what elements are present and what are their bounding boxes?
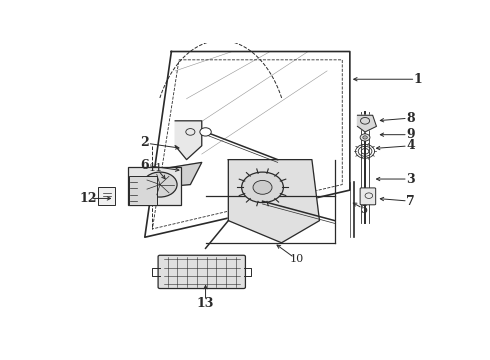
- FancyBboxPatch shape: [98, 187, 115, 204]
- Polygon shape: [358, 115, 376, 132]
- Text: 11: 11: [149, 163, 163, 173]
- Circle shape: [242, 172, 283, 203]
- Polygon shape: [145, 51, 350, 237]
- FancyBboxPatch shape: [128, 167, 181, 205]
- Polygon shape: [175, 121, 202, 159]
- Circle shape: [253, 180, 272, 194]
- Circle shape: [143, 172, 177, 197]
- Text: 13: 13: [197, 297, 214, 310]
- Text: 2: 2: [141, 136, 149, 149]
- FancyBboxPatch shape: [360, 188, 376, 205]
- Circle shape: [363, 136, 368, 139]
- FancyBboxPatch shape: [129, 176, 157, 204]
- Circle shape: [200, 128, 211, 136]
- Circle shape: [360, 134, 370, 141]
- Text: 6: 6: [141, 159, 149, 172]
- Text: 5: 5: [362, 204, 368, 215]
- Polygon shape: [228, 159, 319, 243]
- Text: 7: 7: [406, 195, 415, 208]
- Text: 12: 12: [79, 192, 97, 205]
- Text: 3: 3: [406, 172, 415, 185]
- Text: 9: 9: [406, 128, 415, 141]
- Polygon shape: [160, 162, 202, 187]
- Text: 1: 1: [414, 73, 422, 86]
- Text: 8: 8: [406, 112, 415, 125]
- Text: 10: 10: [290, 255, 304, 264]
- Text: 4: 4: [406, 139, 415, 152]
- FancyBboxPatch shape: [158, 255, 245, 288]
